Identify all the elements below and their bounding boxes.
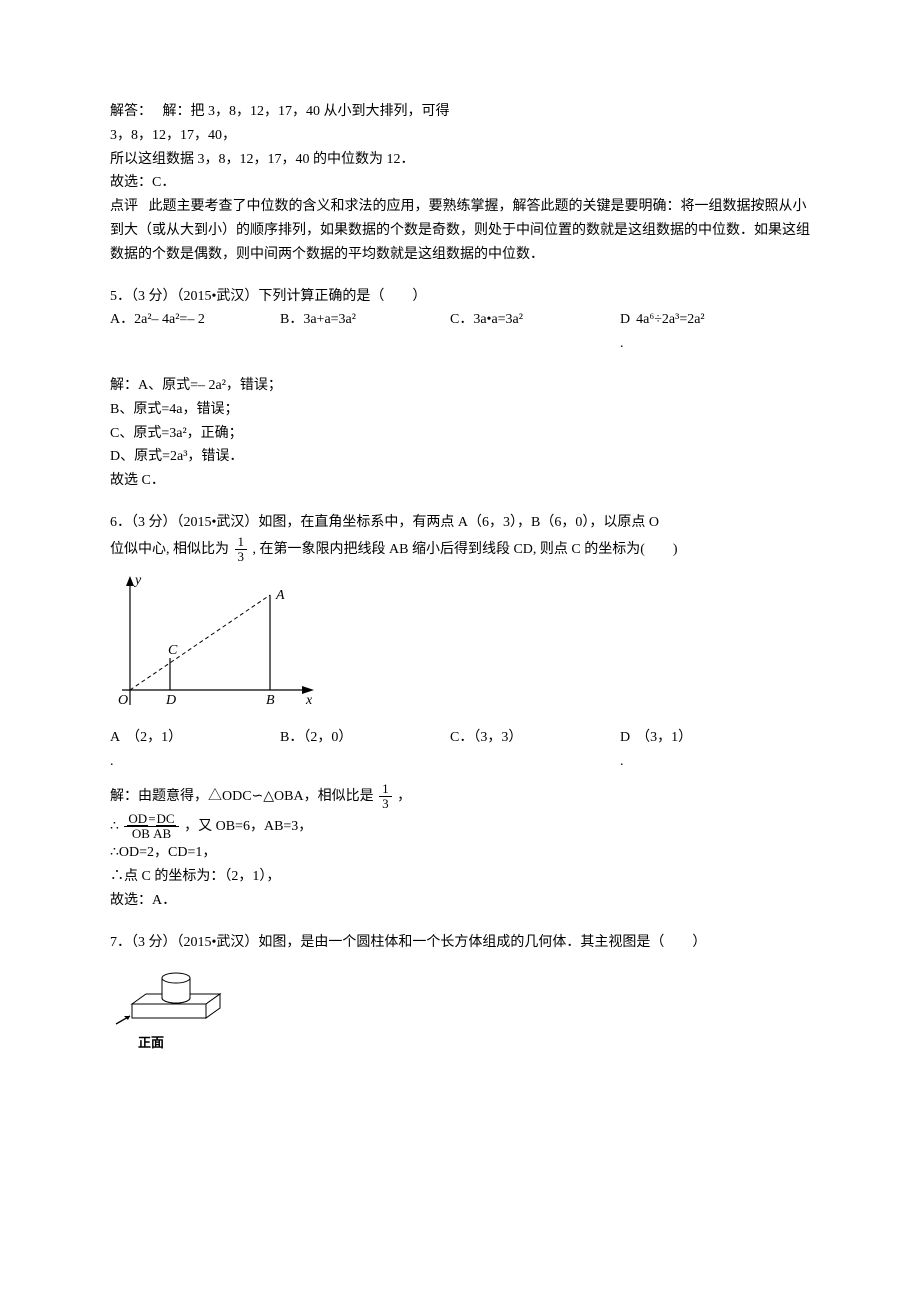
q6-opt-b: B．（2，0）	[280, 726, 450, 774]
q5-sol-2: B、原式=4a，错误；	[110, 398, 810, 422]
svg-text:O: O	[118, 693, 128, 708]
frac-den: 3	[379, 797, 392, 811]
q5-opt-b: B．3a+a=3a²	[280, 308, 450, 356]
q6-stem-l2: 位似中心, 相似比为 1 3 , 在第一象限内把线段 AB 缩小后得到线段 CD…	[110, 535, 810, 565]
q5-stem: 5．（3 分）（2015•武汉）下列计算正确的是（ ）	[110, 285, 810, 309]
label-jieda: 解答：	[110, 104, 152, 119]
q7-fig-label: 正面	[138, 1032, 810, 1054]
svg-text:B: B	[266, 693, 275, 708]
svg-text:y: y	[133, 573, 142, 588]
q4-sol-line1: 解答： 解：把 3，8，12，17，40 从小到大排列，可得	[110, 100, 810, 124]
q6-opt-d-val: （3，1）	[636, 726, 692, 774]
q5-opt-d-l2: .	[620, 332, 630, 356]
q6-sol-2a: ∴	[110, 819, 119, 834]
q6-sol-1b: ，	[397, 789, 411, 804]
svg-text:D: D	[165, 693, 176, 708]
q5-sol-1: 解：A、原式=– 2a²，错误；	[110, 374, 810, 398]
frac-den: 3	[235, 550, 248, 564]
q6-opt-d: D . （3，1）	[620, 726, 790, 774]
q6-sol-2b: ，又 OB=6，AB=3，	[184, 819, 312, 834]
q6-options: A . （2，1） B．（2，0） C．（3，3） D . （3，1）	[110, 726, 810, 774]
q5-opt-d-expr: 4a⁶÷2a³=2a²	[636, 308, 705, 356]
q5-sol-4: D、原式=2a³，错误．	[110, 445, 810, 469]
q7: 7．（3 分）（2015•武汉）如图，是由一个圆柱体和一个长方体组成的几何体．其…	[110, 931, 810, 1055]
q6-opt-a: A . （2，1）	[110, 726, 280, 774]
fraction-1-3: 1 3	[235, 535, 248, 565]
q6: 6．（3 分）（2015•武汉）如图，在直角坐标系中，有两点 A（6，3），B（…	[110, 511, 810, 913]
q6-sol-2: ∴ OD=DC OB AB ，又 OB=6，AB=3，	[110, 812, 810, 842]
ab: AB	[153, 826, 171, 841]
frac-num: 1	[235, 535, 248, 550]
fraction-od-ob: OD=DC OB AB	[124, 812, 178, 842]
q4-sol-line3: 所以这组数据 3，8，12，17，40 的中位数为 12．	[110, 148, 810, 172]
q4-sol-text1: 解：把 3，8，12，17，40 从小到大排列，可得	[163, 104, 450, 119]
q5-options: A．2a²– 4a²=– 2 B．3a+a=3a² C．3a•a=3a² D .…	[110, 308, 810, 356]
frac-eq-num: OD=DC	[124, 812, 178, 827]
svg-text:C: C	[168, 643, 178, 658]
q4-sol-line4: 故选：C．	[110, 171, 810, 195]
frac-eq-den: OB AB	[124, 827, 178, 841]
q4-comment-text: 此题主要考查了中位数的含义和求法的应用，要熟练掌握，解答此题的关键是要明确：将一…	[110, 199, 810, 262]
q5-sol-3: C、原式=3a²，正确；	[110, 422, 810, 446]
q6-stem-l2a: 位似中心, 相似比为	[110, 542, 229, 557]
q6-sol-3: ∴OD=2，CD=1，	[110, 841, 810, 865]
coordinate-diagram: O D B A Cy x	[110, 570, 320, 720]
od: OD	[127, 812, 148, 826]
q6-sol-1: 解：由题意得，△ODC∽△OBA，相似比是 1 3 ，	[110, 782, 810, 812]
dc: DC	[156, 812, 176, 826]
q5-opt-d-l1: D	[620, 308, 630, 332]
q5-sol-5: 故选 C．	[110, 469, 810, 493]
q6-opt-a-l2: .	[110, 750, 120, 774]
q5-opt-d: D . 4a⁶÷2a³=2a²	[620, 308, 790, 356]
q6-figure: O D B A Cy x	[110, 570, 810, 720]
q6-stem-l1: 6．（3 分）（2015•武汉）如图，在直角坐标系中，有两点 A（6，3），B（…	[110, 511, 810, 535]
fraction-1-3-b: 1 3	[379, 782, 392, 812]
q5-opt-a: A．2a²– 4a²=– 2	[110, 308, 280, 356]
svg-text:A: A	[275, 588, 285, 603]
ob: OB	[132, 826, 150, 841]
svg-text:x: x	[305, 693, 313, 708]
q6-stem-l2b: , 在第一象限内把线段 AB 缩小后得到线段 CD, 则点 C 的坐标为( )	[253, 542, 678, 557]
q4-comment: 点评 此题主要考查了中位数的含义和求法的应用，要熟练掌握，解答此题的关键是要明确…	[110, 195, 810, 266]
q5-solution: 解：A、原式=– 2a²，错误； B、原式=4a，错误； C、原式=3a²，正确…	[110, 374, 810, 493]
q4-solution: 解答： 解：把 3，8，12，17，40 从小到大排列，可得 3，8，12，17…	[110, 100, 810, 267]
label-dianping: 点评	[110, 199, 138, 214]
frac-num: 1	[379, 782, 392, 797]
q5: 5．（3 分）（2015•武汉）下列计算正确的是（ ） A．2a²– 4a²=–…	[110, 285, 810, 356]
q6-opt-a-l1: A	[110, 726, 120, 750]
q6-opt-c: C．（3，3）	[450, 726, 620, 774]
q7-stem: 7．（3 分）（2015•武汉）如图，是由一个圆柱体和一个长方体组成的几何体．其…	[110, 931, 810, 955]
q7-figure: 正面	[110, 960, 810, 1054]
q6-sol-5: 故选：A．	[110, 889, 810, 913]
q6-sol-1a: 解：由题意得，△ODC∽△OBA，相似比是	[110, 789, 374, 804]
q6-sol-4: ∴点 C 的坐标为：（2，1），	[110, 865, 810, 889]
q6-opt-d-l1: D	[620, 726, 630, 750]
q5-opt-c: C．3a•a=3a²	[450, 308, 620, 356]
q4-sol-line2: 3，8，12，17，40，	[110, 124, 810, 148]
q6-opt-a-val: （2，1）	[126, 726, 182, 774]
q6-opt-d-l2: .	[620, 750, 630, 774]
geometry-figure	[110, 960, 230, 1030]
